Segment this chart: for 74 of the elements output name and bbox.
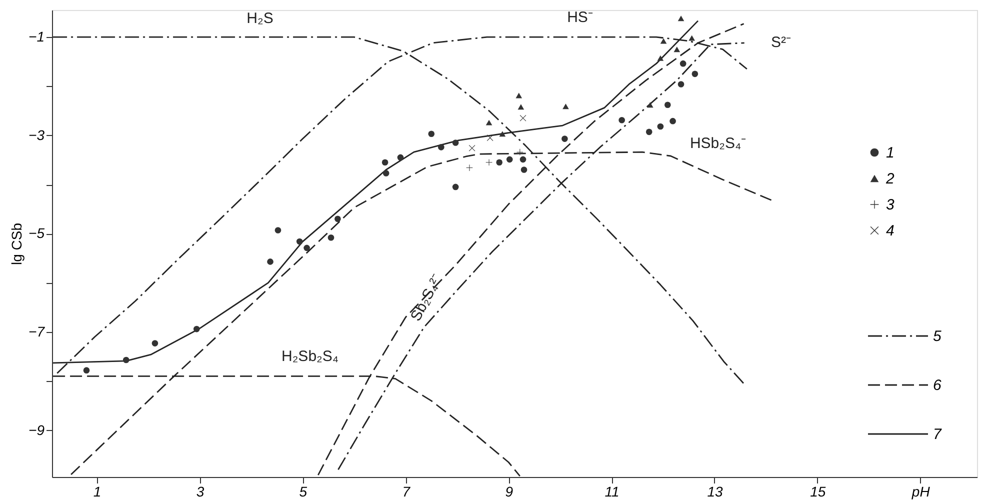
point <box>688 35 695 41</box>
point <box>452 140 459 146</box>
y-tick-label: −9 <box>28 422 45 438</box>
point <box>657 55 664 61</box>
point <box>646 102 654 108</box>
y-tick-label: −7 <box>28 323 46 340</box>
x-tick-label: 13 <box>707 484 723 500</box>
legend-label: 7 <box>933 426 942 443</box>
point <box>496 159 502 166</box>
point <box>518 104 524 110</box>
x-tick-label: 15 <box>810 484 826 500</box>
point <box>122 356 130 364</box>
point <box>83 367 90 374</box>
point <box>397 154 404 161</box>
point <box>680 60 686 67</box>
x-tick-label: 5 <box>299 484 308 500</box>
x-tick-label: pH <box>910 484 931 500</box>
point <box>486 134 494 141</box>
point <box>382 170 390 176</box>
point <box>438 144 444 150</box>
legend-label: 6 <box>933 377 942 394</box>
point <box>562 136 568 142</box>
point <box>486 120 492 126</box>
point <box>516 92 522 98</box>
point <box>334 216 341 222</box>
legend-label: 2 <box>885 170 895 188</box>
annotation: S²⁻ <box>771 34 791 51</box>
x-tick-label: 11 <box>604 484 620 500</box>
point <box>506 156 513 163</box>
point <box>499 131 506 137</box>
annotation: HSb₂S₄⁻ <box>690 135 746 152</box>
y-axis-title: lg CSb <box>8 222 25 266</box>
legend-label: 4 <box>886 222 894 240</box>
point <box>660 38 667 44</box>
point <box>678 81 684 88</box>
point <box>274 227 282 234</box>
point <box>562 104 569 110</box>
point <box>520 166 528 173</box>
y-tick-label: −3 <box>28 126 45 143</box>
point <box>657 123 664 130</box>
point <box>152 340 158 346</box>
point <box>664 102 671 108</box>
x-tick-label: 9 <box>505 484 514 500</box>
point <box>452 184 459 190</box>
point <box>678 16 684 22</box>
legend-label: 3 <box>886 196 895 214</box>
annotation: HS⁻ <box>567 9 593 26</box>
point <box>328 234 334 241</box>
point <box>428 130 435 138</box>
point <box>296 238 303 245</box>
point <box>674 46 680 52</box>
point <box>520 114 526 122</box>
point <box>618 116 625 124</box>
point <box>516 148 524 156</box>
annotation: H₂S <box>246 10 274 27</box>
y-tick-label: −1 <box>28 28 44 45</box>
point <box>466 164 473 171</box>
point <box>520 156 526 163</box>
annotation: H₂Sb₂S₄ <box>282 348 338 365</box>
point <box>486 159 492 166</box>
point <box>692 70 698 78</box>
point <box>304 244 310 252</box>
x-tick-label: 3 <box>196 484 204 500</box>
point <box>646 128 652 136</box>
point <box>382 159 388 166</box>
point <box>193 326 200 332</box>
point <box>670 118 676 124</box>
x-tick-label: 7 <box>402 484 412 500</box>
x-tick-label: 1 <box>93 484 102 500</box>
legend-label: 1 <box>886 144 894 162</box>
y-tick-label: −5 <box>28 225 45 242</box>
point <box>267 258 274 265</box>
legend-label: 5 <box>933 328 942 345</box>
point <box>468 144 476 152</box>
